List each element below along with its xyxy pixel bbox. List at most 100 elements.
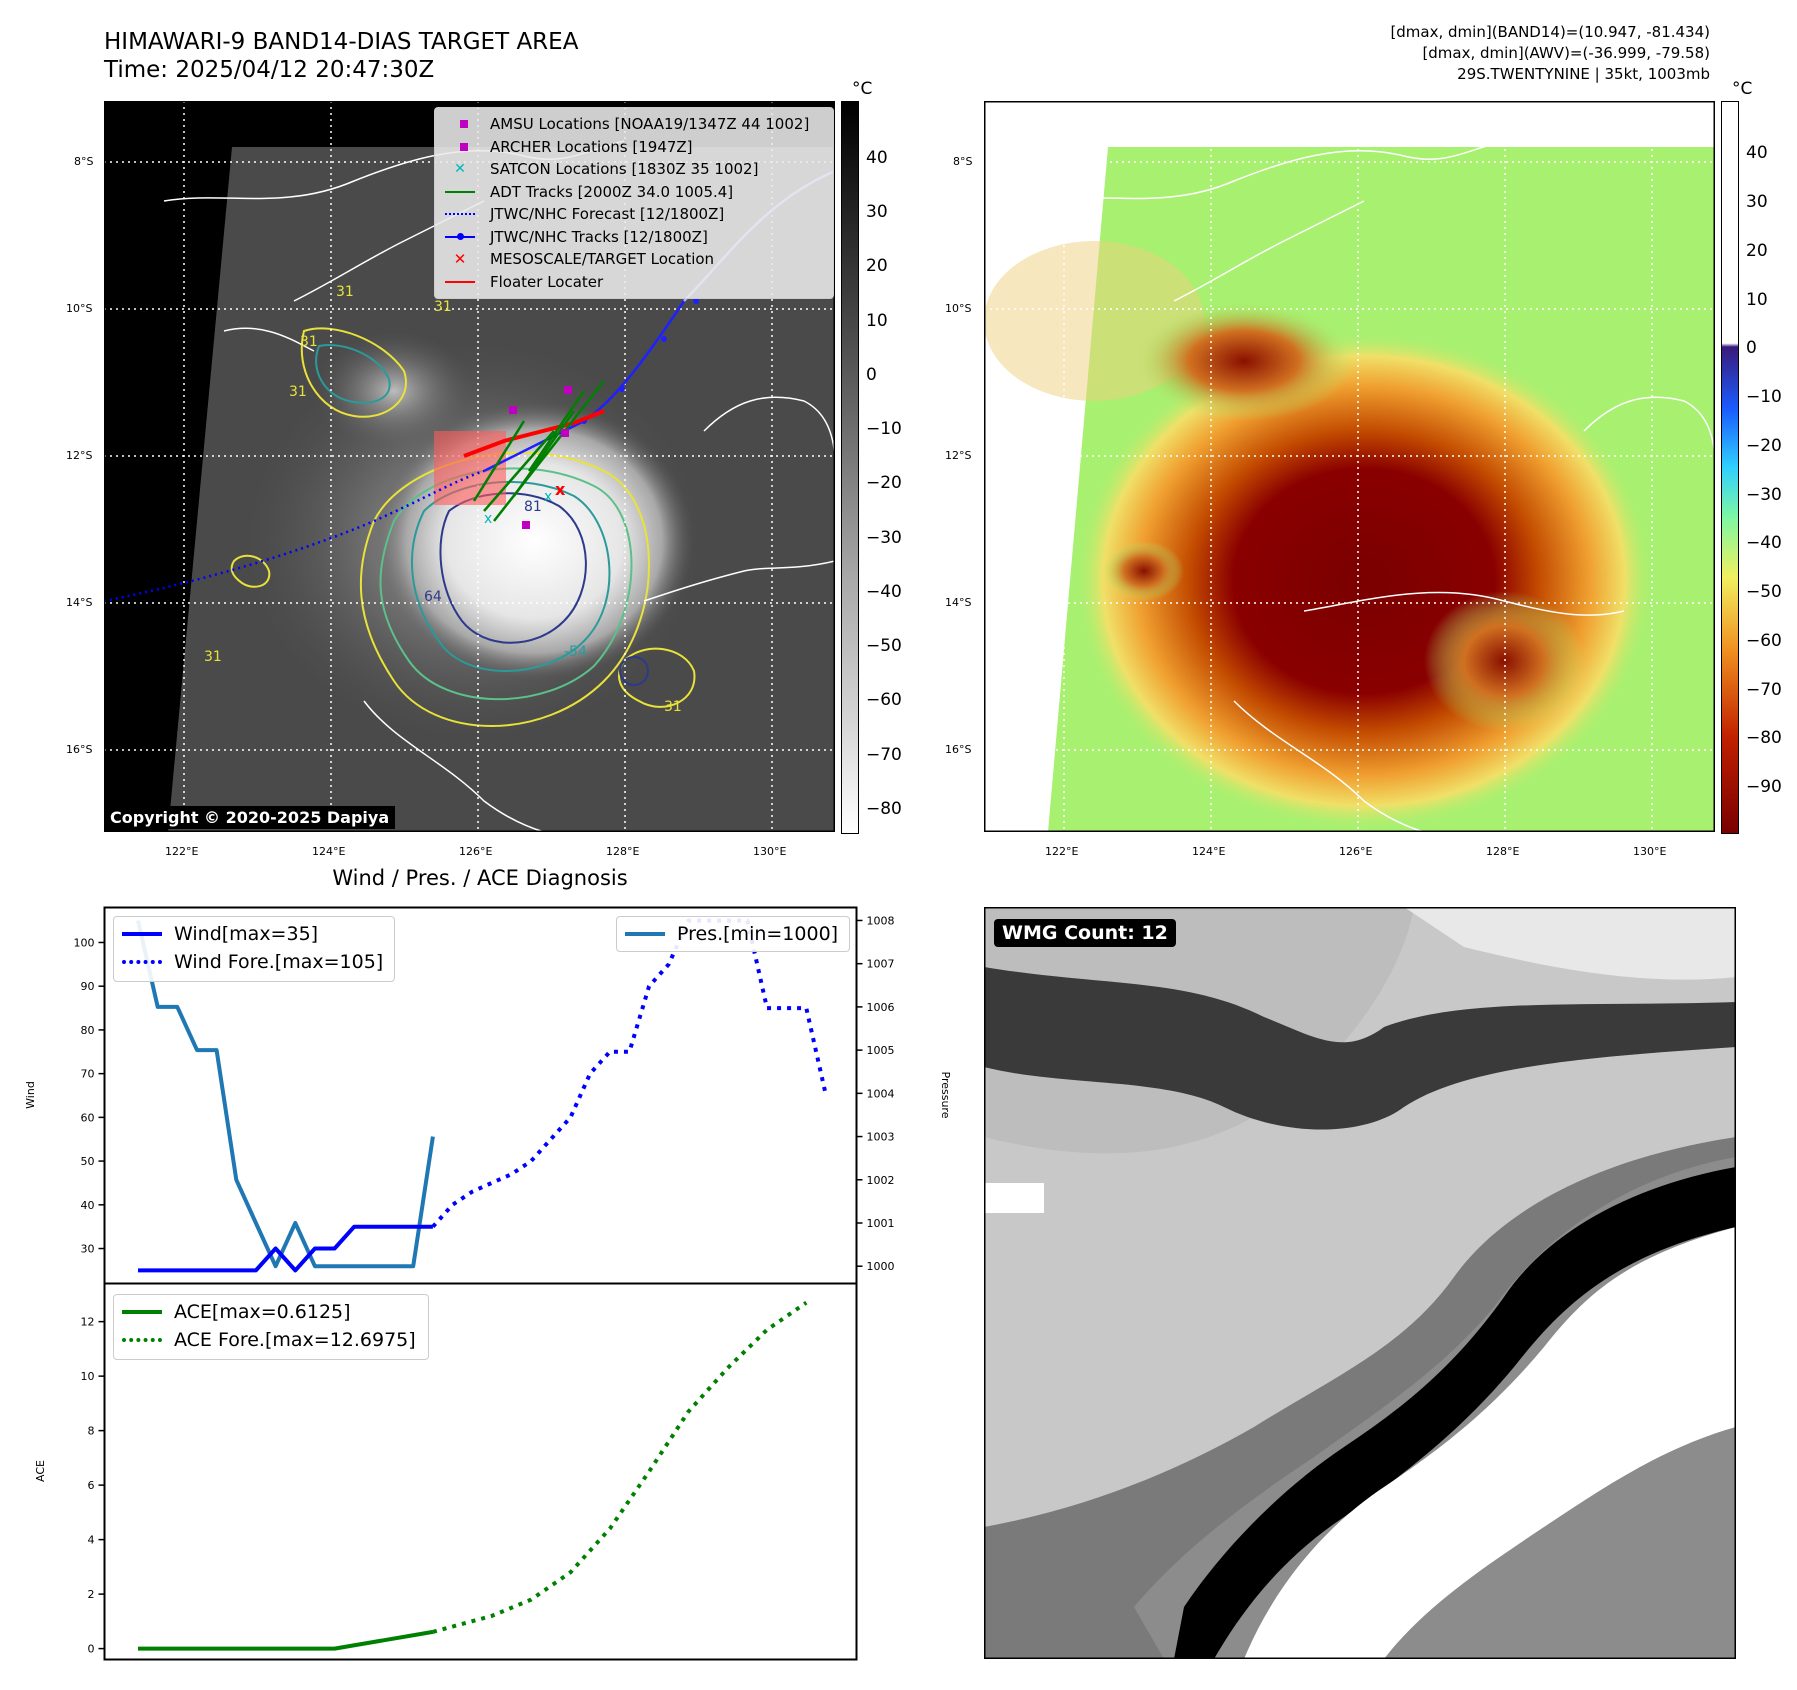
legend-satcon-label: SATCON Locations [1830Z 35 1002]	[490, 160, 759, 179]
lat-label: 12°S	[945, 449, 972, 462]
legend-line-wind	[122, 932, 162, 936]
legend-marker-adt	[445, 190, 475, 193]
contour-label: -54	[564, 644, 587, 660]
colorbar-tick: 0	[1746, 338, 1757, 358]
floater-line	[463, 409, 605, 458]
colorbar-tick: 40	[866, 148, 888, 168]
contour-label: 31	[664, 699, 682, 715]
colorbar-tick: −40	[866, 582, 902, 602]
contour-label: 31	[204, 649, 222, 665]
lon-label: 128°E	[1486, 845, 1520, 858]
lon-label: 130°E	[753, 845, 787, 858]
contour-label: 31	[300, 334, 318, 350]
legend-target-label: MESOSCALE/TARGET Location	[490, 250, 715, 269]
awv-map	[984, 101, 1715, 832]
adt-tracks	[472, 380, 605, 522]
band14-range: [dmax, dmin](BAND14)=(10.947, -81.434)	[1390, 23, 1710, 41]
ace-axis-ticks: 12 10 8 6 4 2 0	[81, 1316, 105, 1656]
lon-label: 128°E	[606, 845, 640, 858]
tick-label: 6	[88, 1479, 95, 1492]
legend-wind-fore-label: Wind Fore.[max=105]	[174, 951, 384, 973]
wind-axis-ticks: 100 90 80 70 60 50 40 30	[74, 936, 105, 1256]
legend-floater-label: Floater Locater	[490, 272, 604, 291]
tick-label: 80	[81, 1024, 95, 1037]
colorbar-tick: 20	[1746, 241, 1768, 261]
contour-label: 31	[434, 299, 452, 315]
legend-amsu-label: AMSU Locations [NOAA19/1347Z 44 1002]	[490, 115, 810, 134]
svg-text:x: x	[555, 480, 566, 499]
legend-forecast-label: JTWC/NHC Forecast [12/1800Z]	[490, 205, 725, 224]
svg-text:x: x	[544, 489, 552, 505]
lat-label: 8°S	[953, 155, 973, 168]
legend-line-ace	[122, 1310, 162, 1314]
colorbar-tick: 10	[1746, 290, 1768, 310]
ace-series-line	[138, 1629, 434, 1651]
colorbar-tick: −80	[866, 799, 902, 819]
colorbar-tick: −20	[866, 473, 902, 493]
tick-label: 1000	[867, 1260, 895, 1273]
copyright-label: Copyright © 2020-2025 Dapiya	[104, 806, 396, 829]
legend-ace-label: ACE[max=0.6125]	[174, 1301, 351, 1323]
tick-label: 1001	[867, 1217, 895, 1230]
tick-label: 8	[88, 1425, 95, 1438]
tick-label: 1007	[867, 958, 895, 971]
contour-label: 31	[336, 284, 354, 300]
tick-label: 1002	[867, 1174, 895, 1187]
lon-label: 130°E	[1633, 845, 1667, 858]
tick-label: 1005	[867, 1044, 895, 1057]
colorbar-tick: 20	[866, 256, 888, 276]
colorbar-tick: 10	[866, 311, 888, 331]
lon-label: 126°E	[1339, 845, 1373, 858]
lat-label: 16°S	[66, 743, 93, 756]
colorbar-tick: −10	[866, 419, 902, 439]
contour-label: 31	[289, 384, 307, 400]
colorbar-tick: 40	[1746, 143, 1768, 163]
lon-label: 126°E	[459, 845, 493, 858]
wind-series-line	[138, 1224, 433, 1273]
legend-marker-archer	[460, 142, 468, 151]
lat-label: 10°S	[945, 302, 972, 315]
legend-marker-forecast	[445, 213, 475, 216]
wmg-panel	[984, 907, 1736, 1659]
colorbar-tick: −30	[1746, 485, 1782, 505]
tick-label: 0	[88, 1643, 95, 1656]
lon-label: 122°E	[1045, 845, 1079, 858]
legend-marker-jtwc	[445, 232, 475, 240]
colorbar-tick: −30	[866, 528, 902, 548]
tick-label: 50	[81, 1155, 95, 1168]
tick-label: 60	[81, 1111, 95, 1124]
diagnosis-title: Wind / Pres. / ACE Diagnosis	[332, 866, 628, 890]
colorbar-tick: −90	[1746, 777, 1782, 797]
awv-colorbar	[1721, 101, 1739, 834]
legend-line-ace-fore	[122, 1338, 162, 1342]
pressure-legend: Pres.[min=1000]	[616, 916, 850, 952]
colorbar-tick: −10	[1746, 387, 1782, 407]
legend-wind-label: Wind[max=35]	[174, 923, 319, 945]
wind-legend: Wind[max=35] Wind Fore.[max=105]	[113, 916, 395, 982]
tick-label: 1004	[867, 1087, 895, 1100]
ace-axis-label: ACE	[34, 1460, 47, 1482]
tick-label: 90	[81, 980, 95, 993]
awv-range: [dmax, dmin](AWV)=(-36.999, -79.58)	[1422, 44, 1710, 62]
tick-label: 4	[88, 1534, 95, 1547]
legend-adt-label: ADT Tracks [2000Z 34.0 1005.4]	[490, 182, 734, 201]
colorbar-unit: °C	[852, 79, 873, 99]
tick-label: 12	[81, 1316, 95, 1329]
lat-label: 14°S	[945, 596, 972, 609]
tick-label: 70	[81, 1068, 95, 1081]
lat-label: 8°S	[74, 155, 94, 168]
lat-label: 10°S	[66, 302, 93, 315]
tick-label: 1006	[867, 1001, 895, 1014]
ace-legend: ACE[max=0.6125] ACE Fore.[max=12.6975]	[113, 1294, 429, 1360]
wind-forecast-series-line	[431, 918, 828, 1229]
colorbar-tick: −80	[1746, 728, 1782, 748]
ace-forecast-series-line	[432, 1300, 808, 1634]
lon-label: 124°E	[312, 845, 346, 858]
pressure-series-line	[136, 920, 435, 1269]
colorbar-tick: −60	[866, 690, 902, 710]
colorbar-tick: −70	[1746, 680, 1782, 700]
legend-marker-target: ✕	[453, 250, 467, 269]
tick-label: 2	[88, 1588, 95, 1601]
legend-archer-label: ARCHER Locations [1947Z]	[490, 137, 693, 156]
